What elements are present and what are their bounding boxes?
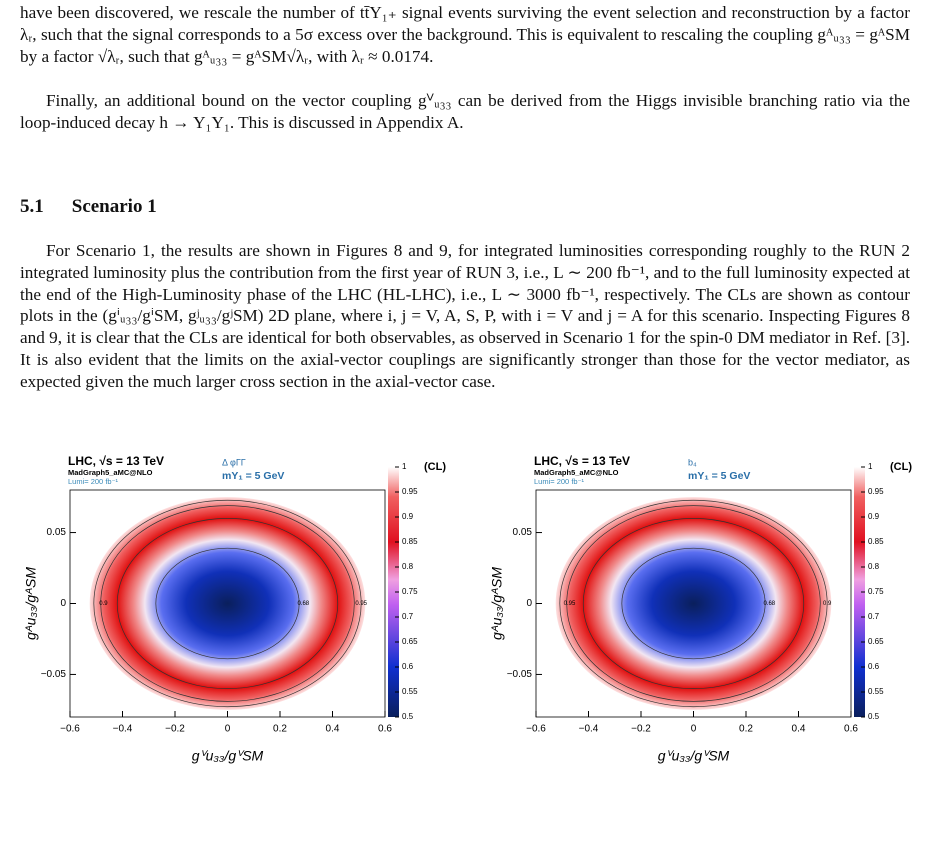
colorbar-tick-label: 0.5: [868, 712, 880, 721]
colorbar-tick-label: 1: [868, 462, 873, 471]
paragraph: have been discovered, we rescale the num…: [20, 3, 910, 66]
figure: 0.9 0.68 0.95 −0.6 −0.4 −0.2 0 0.2 0.4 0.6 −0.05 0 0…: [23, 454, 447, 764]
paragraph: Finally, an additional bound on the vect…: [20, 91, 910, 132]
x-tick-label: −0.4: [579, 724, 599, 735]
x-axis-title: gⱽu₃₃/gⱽSM: [192, 748, 264, 764]
colorbar-tick-label: 0.7: [868, 612, 880, 621]
mass: mY₁ = 5 GeV: [222, 470, 284, 482]
contour: [116, 518, 339, 689]
colorbar-tick-label: 0.55: [868, 687, 884, 696]
paragraph: For Scenario 1, the results are shown in…: [20, 241, 910, 391]
y-tick-label: 0.05: [513, 527, 533, 538]
section-title: Scenario 1: [71, 196, 157, 217]
colorbar-tick-label: 0.95: [868, 487, 884, 496]
figure: 0.95 0.68 0.9 −0.6 −0.4 −0.2 0 0.2 0.4 0.6 −0.05 0 0…: [489, 454, 913, 764]
colorbar: [388, 467, 399, 717]
contour-label: 0.95: [355, 601, 367, 607]
x-tick-label: −0.2: [631, 724, 651, 735]
colorbar-tick-label: 0.9: [868, 512, 880, 521]
y-axis-title: gᴬu₃₃/gᴬSM: [23, 567, 39, 640]
generator: MadGraph5_aMC@NLO: [534, 468, 619, 477]
colorbar-tick-label: 0.8: [868, 562, 880, 571]
colorbar-tick-label: 0.8: [402, 562, 414, 571]
colorbar-tick-label: 0.65: [402, 637, 418, 646]
colorbar: [854, 467, 865, 717]
x-tick-label: 0.4: [792, 724, 806, 735]
x-tick-label: −0.4: [113, 724, 133, 735]
observable: Δ φΓΓ: [222, 457, 246, 467]
section-heading: 5.1 Scenario 1: [20, 196, 185, 218]
x-tick-label: −0.6: [60, 724, 80, 735]
colorbar-tick-label: 0.6: [402, 662, 414, 671]
x-tick-label: 0.2: [273, 724, 287, 735]
colorbar-tick-label: 0.5: [402, 712, 414, 721]
colorbar-title: (CL): [424, 461, 446, 473]
colorbar-tick-label: 1: [402, 462, 407, 471]
contour: [559, 499, 828, 708]
colorbar-tick-label: 0.9: [402, 512, 414, 521]
colorbar-tick-label: 0.65: [868, 637, 884, 646]
y-tick-label: 0: [60, 598, 66, 609]
colorbar-tick-label: 0.6: [868, 662, 880, 671]
x-axis-title: gⱽu₃₃/gⱽSM: [658, 748, 730, 764]
contour-label: 0.68: [297, 601, 309, 607]
contour: [100, 505, 355, 702]
colorbar-tick-label: 0.95: [402, 487, 418, 496]
y-tick-label: −0.05: [41, 669, 67, 680]
mass: mY₁ = 5 GeV: [688, 470, 750, 482]
contour: [621, 547, 766, 660]
contour-label: 0.9: [823, 601, 832, 607]
contour-label: 0.95: [564, 601, 576, 607]
x-tick-label: −0.2: [165, 724, 185, 735]
colorbar-title: (CL): [890, 461, 912, 473]
section-number: 5.1: [20, 196, 44, 217]
heatmap: [555, 497, 832, 710]
x-tick-label: −0.6: [526, 724, 546, 735]
x-tick-label: 0.6: [378, 724, 392, 735]
colorbar-tick-label: 0.75: [402, 587, 418, 596]
y-tick-label: −0.05: [507, 669, 533, 680]
observable: b₄: [688, 457, 697, 467]
x-tick-label: 0: [691, 724, 697, 735]
colorbar-tick-label: 0.55: [402, 687, 418, 696]
contour-label: 0.68: [763, 601, 775, 607]
contour-label: 0.9: [99, 601, 108, 607]
x-tick-label: 0: [225, 724, 231, 735]
header: LHC, √s = 13 TeV: [534, 454, 630, 468]
colorbar-tick-label: 0.75: [868, 587, 884, 596]
y-tick-label: 0: [526, 598, 532, 609]
contour: [566, 505, 821, 702]
lumi: Lumi= 200 fb⁻¹: [534, 477, 585, 486]
heatmap: [89, 497, 366, 710]
contour: [155, 547, 300, 660]
contour: [93, 499, 362, 708]
generator: MadGraph5_aMC@NLO: [68, 468, 153, 477]
x-tick-label: 0.2: [739, 724, 753, 735]
figures: 0.9 0.68 0.95−0.6 −0.4 −0.2 0 0.2 0.4 0.6−0.0500…: [23, 454, 913, 764]
contour: [582, 518, 805, 689]
y-tick-label: 0.05: [47, 527, 67, 538]
x-tick-label: 0.6: [844, 724, 858, 735]
y-axis-title: gᴬu₃₃/gᴬSM: [489, 567, 505, 640]
x-tick-label: 0.4: [326, 724, 340, 735]
header: LHC, √s = 13 TeV: [68, 454, 164, 468]
colorbar-tick-label: 0.7: [402, 612, 414, 621]
colorbar-tick-label: 0.85: [868, 537, 884, 546]
colorbar-tick-label: 0.85: [402, 537, 418, 546]
lumi: Lumi= 200 fb⁻¹: [68, 477, 119, 486]
